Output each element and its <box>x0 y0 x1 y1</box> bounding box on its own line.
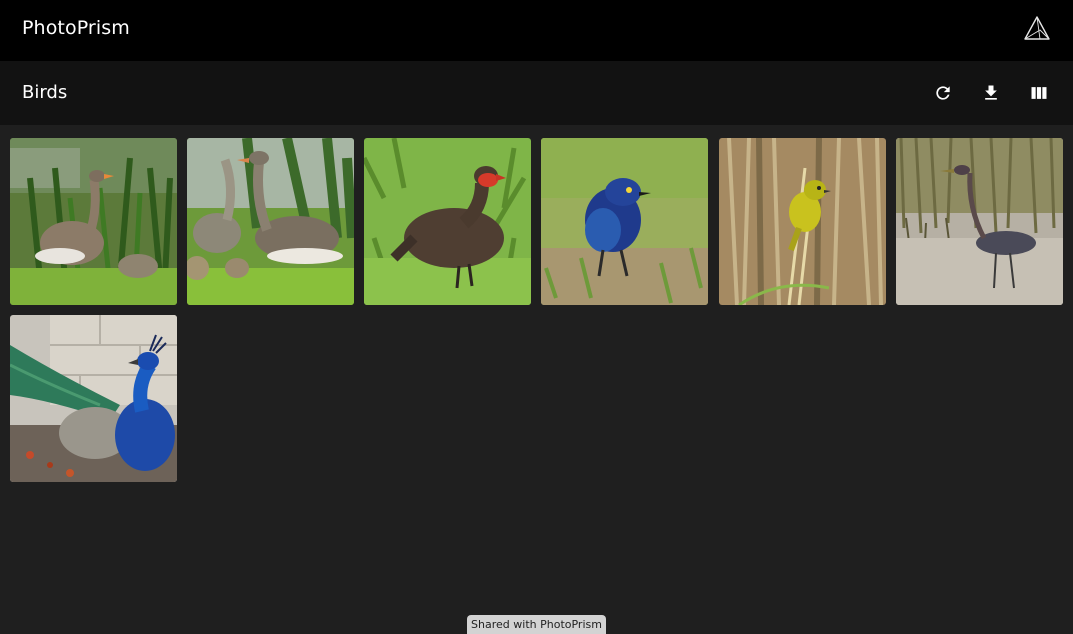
photo-tile[interactable] <box>187 138 354 305</box>
goose-photo <box>10 138 177 305</box>
view-column-icon <box>1031 87 1047 99</box>
photo-tile[interactable] <box>10 138 177 305</box>
brand-title[interactable]: PhotoPrism <box>22 17 130 39</box>
download-button[interactable] <box>977 79 1005 107</box>
starling-photo <box>541 138 708 305</box>
photo-tile[interactable] <box>364 138 531 305</box>
heron-photo <box>896 138 1063 305</box>
refresh-icon <box>936 86 950 100</box>
photo-tile[interactable] <box>719 138 886 305</box>
shared-with-badge[interactable]: Shared with PhotoPrism <box>467 615 606 634</box>
photo-tile[interactable] <box>896 138 1063 305</box>
app-bar: PhotoPrism <box>0 0 1073 61</box>
peacock-photo <box>10 315 177 482</box>
photo-tile[interactable] <box>541 138 708 305</box>
album-toolbar: Birds <box>0 61 1073 125</box>
spurfowl-photo <box>364 138 531 305</box>
geese-photo <box>187 138 354 305</box>
view-toggle-button[interactable] <box>1025 79 1053 107</box>
refresh-button[interactable] <box>929 79 957 107</box>
prism-logo-icon[interactable] <box>1023 15 1051 41</box>
photo-tile[interactable] <box>10 315 177 482</box>
download-icon <box>985 85 997 100</box>
album-title: Birds <box>22 82 68 103</box>
weaver-photo <box>719 138 886 305</box>
